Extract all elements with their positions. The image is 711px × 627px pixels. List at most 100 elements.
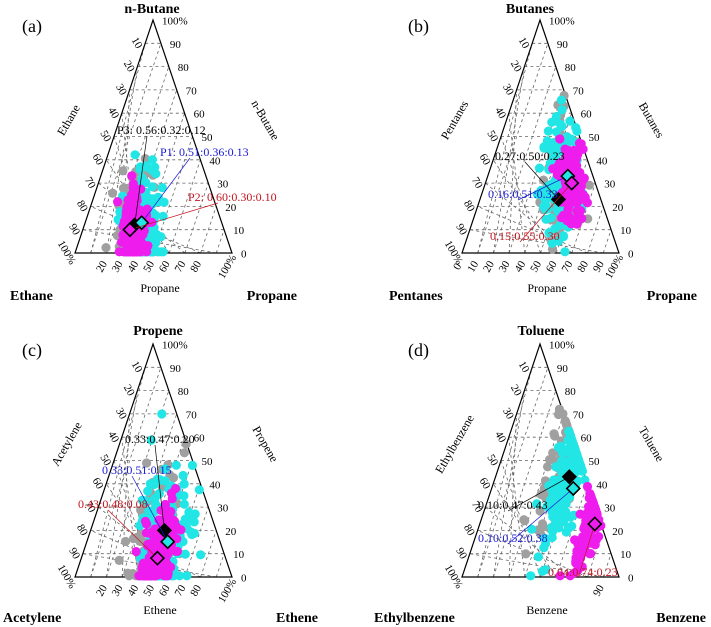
right-tick-label: 10 <box>233 549 245 561</box>
scatter-point-magenta <box>123 213 133 223</box>
mean-label-black: P3: 0.56:0.32:0.12 <box>117 123 206 137</box>
scatter-point-cyan <box>146 435 156 445</box>
vertex-top-label: n-Butane <box>124 2 179 17</box>
scatter-point-gray <box>179 448 189 458</box>
scatter-point-magenta <box>581 525 591 535</box>
right-tick-label: 80 <box>565 62 577 74</box>
scatter-point-cyan <box>527 524 537 534</box>
grid-line <box>587 206 604 254</box>
scatter-point-gray <box>519 515 529 525</box>
scatter-point-magenta <box>565 571 575 581</box>
scatter-point-gray <box>535 506 545 516</box>
scatter-point-cyan <box>553 442 564 452</box>
right-tick-label: 10 <box>620 225 632 237</box>
scatter-point-cyan <box>540 189 550 199</box>
grid-line <box>90 367 162 578</box>
scatter-point-cyan <box>556 95 567 105</box>
scatter-point-cyan <box>153 192 163 202</box>
scatter-point-gray <box>128 534 139 544</box>
mean-label-blue: 0.16:0.51:0.33 <box>488 187 558 201</box>
scatter-point-cyan <box>180 514 190 524</box>
scatter-point-cyan <box>533 552 544 562</box>
leader-line <box>141 157 191 223</box>
mean-marker-black <box>550 191 567 208</box>
scatter-point-gray <box>101 243 111 253</box>
triangle-frame <box>461 18 620 254</box>
scatter-point-cyan <box>147 182 157 192</box>
grid-line <box>90 530 201 578</box>
scatter-point-magenta <box>170 483 181 494</box>
mean-label-blue: 0.10:0.52:0.38 <box>478 531 548 545</box>
leader-line <box>134 135 148 226</box>
scatter-point-cyan <box>182 571 192 581</box>
leader-line <box>131 475 169 542</box>
grid-line <box>477 530 588 578</box>
scatter-point-magenta <box>582 481 593 492</box>
leader-line <box>507 476 570 512</box>
leader-line <box>129 202 219 231</box>
mean-marker-blue <box>160 534 176 550</box>
scatter-point-cyan <box>541 214 551 224</box>
scatter-point-magenta <box>555 134 565 144</box>
mean-label-blue: 0.33:0.51:0.15 <box>102 463 172 477</box>
scatter-point-gray <box>120 536 131 547</box>
scatter-point-cyan <box>550 224 560 234</box>
scatter-point-cyan <box>160 464 170 474</box>
scatter-point-magenta <box>568 197 578 207</box>
mean-markers: 0.10:0.47:0.43 0.10:0.52:0.38 0.04:0.74:0.… <box>478 469 618 579</box>
scatter-point-cyan <box>147 155 157 165</box>
scatter-point-magenta <box>566 219 576 229</box>
scatter-point-magenta <box>132 235 142 245</box>
scatter-point-cyan <box>532 499 542 509</box>
scatter-point-magenta <box>113 197 123 207</box>
scatter-point-magenta <box>140 516 150 526</box>
vertex-left-label: Ethylbenzene <box>374 611 455 626</box>
grid-line <box>492 483 557 578</box>
scatter-point-magenta <box>572 206 582 216</box>
scatter-point-magenta <box>141 206 151 216</box>
mean-marker-blue <box>565 480 581 497</box>
right-tick-label: 100% <box>162 16 188 28</box>
grid-line <box>184 506 209 578</box>
scatter-point-gray <box>536 489 546 500</box>
grid-line <box>587 530 604 578</box>
scatter-point-cyan <box>130 150 140 160</box>
vertex-right-label: Propane <box>247 289 297 304</box>
scatter-point-cyan <box>184 507 194 517</box>
scatter-point-magenta <box>146 559 156 569</box>
right-tick-label: 0 <box>241 249 247 261</box>
scatter-point-gray <box>118 183 129 193</box>
scatter-point-cyan <box>137 495 147 505</box>
grid-line <box>200 530 217 578</box>
scatter-point-magenta <box>594 532 604 542</box>
grid-line <box>215 229 225 254</box>
scatter-point-cyan <box>171 460 181 470</box>
scatter-point-gray <box>521 549 531 559</box>
scatter-point-cyan <box>551 127 562 137</box>
mean-marker-blue <box>134 215 150 231</box>
bottom-tick-label: 0 <box>451 261 464 272</box>
grid-line <box>493 390 525 578</box>
mean-label-red: 0.43:0.48:0.08 <box>78 497 148 511</box>
scatter-point-cyan <box>541 565 551 575</box>
right-tick-label: 60 <box>194 433 206 445</box>
scatter-point-cyan <box>568 440 578 450</box>
scatter-point-magenta <box>131 547 141 557</box>
scatter-point-magenta <box>164 510 174 521</box>
scatter-point-gray <box>545 455 555 465</box>
scatter-point-cyan <box>186 527 196 537</box>
scatter-point-cyan <box>571 123 581 133</box>
scatter-point-magenta <box>130 247 140 257</box>
scatter-point-cyan <box>175 571 185 581</box>
right-tick-label: 10 <box>620 549 632 561</box>
grid-line <box>184 182 209 254</box>
scatter-point-cyan <box>179 491 189 501</box>
scatter-point-magenta <box>170 546 180 556</box>
scatter-point-gray <box>584 180 594 190</box>
scatter-point-cyan <box>180 549 190 559</box>
grid-line <box>200 206 217 254</box>
scatter-point-cyan <box>550 116 560 126</box>
scatter-point-gray <box>558 409 568 419</box>
scatter-point-magenta <box>150 571 160 581</box>
mean-marker-red <box>587 516 603 532</box>
